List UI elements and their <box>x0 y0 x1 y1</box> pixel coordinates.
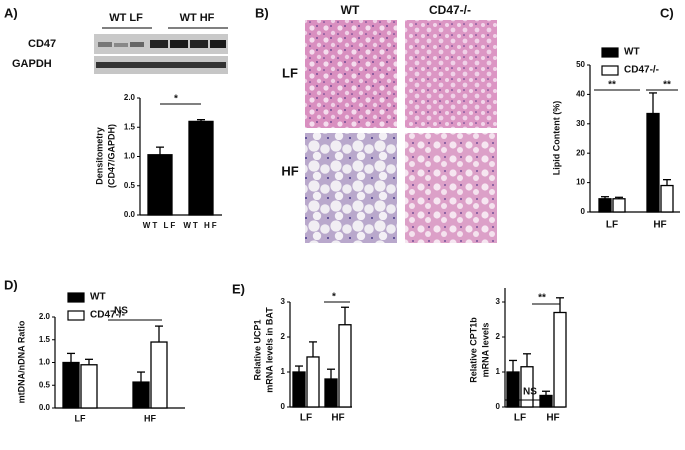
y-tick-label: 1.0 <box>124 152 136 161</box>
y-axis-label: mtDNA/nDNA Ratio <box>16 320 26 403</box>
y-tick-label: 1 <box>496 367 501 376</box>
y-tick-label: 1.5 <box>124 122 136 131</box>
bar <box>612 198 626 213</box>
panel-label: B) <box>255 5 269 20</box>
y-axis-label: mRNA levels <box>480 323 490 378</box>
annotation: NS <box>523 387 537 398</box>
legend-swatch <box>67 310 85 321</box>
panel-label: D) <box>4 277 18 292</box>
y-axis-label: (CD47/GAPDH) <box>106 124 116 188</box>
histology-image <box>405 20 497 128</box>
y-axis-label: Densitometry <box>94 127 104 185</box>
y-tick-label: 3 <box>496 297 501 306</box>
y-tick-label: 30 <box>576 119 585 128</box>
y-tick-label: 2.0 <box>124 93 136 102</box>
y-axis-label: Lipid Content (%) <box>551 101 561 175</box>
y-tick-label: 1.5 <box>39 335 51 344</box>
x-tick-label: LF <box>514 413 526 424</box>
legend-swatch <box>67 292 85 303</box>
y-tick-label: 0.5 <box>124 181 136 190</box>
y-tick-label: 3 <box>281 297 286 306</box>
legend-label: WT <box>90 292 106 303</box>
histology-image <box>405 133 497 243</box>
y-tick-label: 0.0 <box>39 403 51 412</box>
y-tick-label: 2 <box>281 332 286 341</box>
legend-label: WT <box>624 47 640 58</box>
y-tick-label: 1.0 <box>39 358 51 367</box>
y-axis-label: Relative UCP1 <box>252 319 262 380</box>
bar <box>132 381 150 409</box>
bar <box>80 364 98 409</box>
y-axis-label: mRNA levels in BAT <box>264 307 274 393</box>
histology-image <box>305 133 397 243</box>
row-label: HF <box>281 163 298 178</box>
y-tick-label: 0 <box>281 402 286 411</box>
panel-label: A) <box>4 5 18 20</box>
y-tick-label: 0 <box>581 207 586 216</box>
band-label: CD47 <box>28 38 56 50</box>
histology-image <box>305 20 397 128</box>
bar <box>188 120 214 216</box>
bar <box>324 378 338 408</box>
legend-label: CD47-/- <box>90 310 125 321</box>
annotation: ** <box>663 80 671 91</box>
x-tick-label: WT HF <box>183 221 218 230</box>
bar <box>338 324 352 408</box>
y-tick-label: 10 <box>576 178 585 187</box>
x-tick-label: WT LF <box>143 221 177 230</box>
y-tick-label: 0.0 <box>124 210 136 219</box>
x-tick-label: HF <box>653 220 666 231</box>
bar <box>150 341 168 409</box>
x-tick-label: LF <box>606 220 618 231</box>
bar <box>292 371 306 408</box>
x-tick-label: LF <box>300 413 312 424</box>
panel-label: C) <box>660 5 674 20</box>
annotation: ** <box>538 293 546 304</box>
y-axis-label: Relative CPT1b <box>468 317 478 383</box>
x-tick-label: HF <box>331 413 344 424</box>
legend-swatch <box>601 47 619 58</box>
y-tick-label: 20 <box>576 148 585 157</box>
y-tick-label: 50 <box>576 60 585 69</box>
y-tick-label: 0.5 <box>39 380 51 389</box>
lane-label: WT LF <box>109 12 143 24</box>
bar <box>520 366 534 408</box>
x-tick-label: HF <box>144 413 156 423</box>
y-tick-label: 40 <box>576 90 585 99</box>
x-tick-label: LF <box>75 413 86 423</box>
annotation: * <box>332 292 336 303</box>
bar <box>306 356 320 408</box>
column-label: WT <box>341 3 360 17</box>
lane-label: WT HF <box>180 12 215 24</box>
bar <box>553 311 567 408</box>
bar <box>506 371 520 408</box>
row-label: LF <box>282 65 298 80</box>
bar <box>539 394 553 408</box>
annotation: NS <box>114 306 128 317</box>
bar <box>147 154 173 216</box>
y-tick-label: 2.0 <box>39 312 51 321</box>
bar <box>598 198 612 213</box>
bar <box>660 184 674 213</box>
column-label: CD47-/- <box>429 3 471 17</box>
band-label: GAPDH <box>12 58 52 70</box>
legend-swatch <box>601 65 619 76</box>
annotation: * <box>174 94 178 105</box>
blot <box>94 34 228 74</box>
annotation: ** <box>608 80 616 91</box>
bar <box>62 361 80 409</box>
bar <box>646 112 660 213</box>
y-tick-label: 1 <box>281 367 286 376</box>
legend-label: CD47-/- <box>624 65 659 76</box>
y-tick-label: 0 <box>496 402 501 411</box>
panel-label: E) <box>232 281 245 296</box>
y-tick-label: 2 <box>496 332 501 341</box>
x-tick-label: HF <box>546 413 559 424</box>
